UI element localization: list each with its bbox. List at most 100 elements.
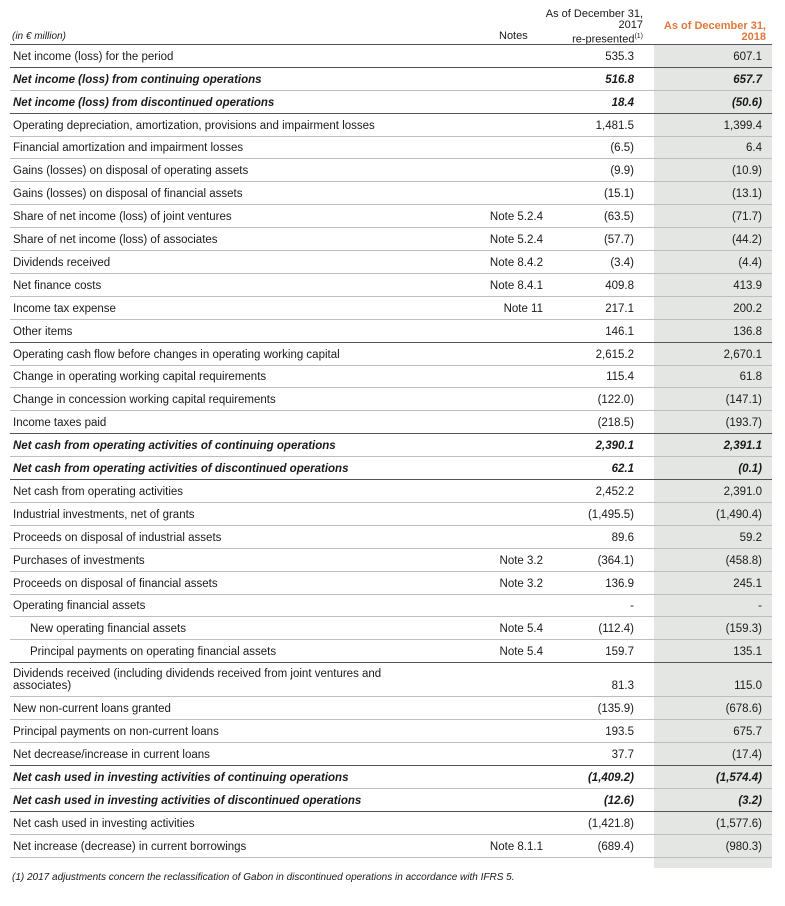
row-note: Note 3.2	[499, 577, 543, 590]
value-2018: 2,391.1	[723, 440, 762, 453]
table-row: Purchases of investments Note 3.2 (364.1) (…	[10, 549, 772, 572]
table-row: Net increase (decrease) in current borro…	[10, 835, 772, 858]
table-row: Net cash used in investing activities of…	[10, 789, 772, 812]
row-label: Net finance costs	[13, 279, 102, 292]
row-label: New non-current loans granted	[13, 703, 171, 716]
value-2018: 607.1	[733, 50, 762, 63]
column-2017-header-represented: re-presented	[572, 33, 635, 46]
row-label: Net cash from operating activities of co…	[13, 440, 336, 453]
table-row: Proceeds on disposal of industrial asset…	[10, 526, 772, 549]
table-row: Operating cash flow before changes in op…	[10, 343, 772, 366]
row-label: Operating cash flow before changes in op…	[13, 348, 340, 361]
value-2017: 2,390.1	[595, 440, 634, 453]
table-row: Operating depreciation, amortization, pr…	[10, 114, 772, 137]
header-rule	[10, 44, 772, 45]
value-2017: 535.3	[605, 50, 634, 63]
value-2018: 413.9	[733, 279, 762, 292]
unit-label: (in € million)	[12, 31, 66, 42]
table-row: Operating financial assets - -	[10, 595, 772, 618]
row-label: Net cash from operating activities of di…	[13, 463, 349, 476]
value-2018: 2,391.0	[723, 485, 762, 498]
value-2017: (218.5)	[597, 417, 634, 430]
table-row: Net income (loss) for the period 535.3 607…	[10, 45, 772, 68]
value-2017: -	[630, 600, 634, 613]
value-2017: 81.3	[611, 680, 634, 693]
value-2018: (1,577.6)	[715, 817, 762, 830]
column-2017-header-line1: As of December 31,	[545, 8, 643, 20]
row-label: Other items	[13, 325, 73, 338]
row-label: Share of net income (loss) of joint vent…	[13, 211, 232, 224]
value-2018: 1,399.4	[723, 119, 762, 132]
table-row: Gains (losses) on disposal of operating …	[10, 160, 772, 183]
table-row: Net income (loss) from continuing operat…	[10, 68, 772, 91]
value-2018: 675.7	[733, 726, 762, 739]
row-label: Net income (loss) from discontinued oper…	[13, 96, 275, 109]
value-2018: 200.2	[733, 302, 762, 315]
row-label: Dividends received (including dividends …	[13, 668, 382, 693]
row-label: Net cash used in investing activities	[13, 817, 195, 830]
value-2018: (458.8)	[725, 554, 762, 567]
table-row: Principal payments on non-current loans 1…	[10, 720, 772, 744]
value-2018: 115.0	[734, 680, 762, 693]
value-2017: 62.1	[611, 463, 634, 476]
value-2018: 657.7	[733, 73, 762, 86]
table-row: Industrial investments, net of grants (1,…	[10, 503, 772, 526]
value-2018: (50.6)	[731, 96, 762, 109]
table-row: Net cash used in investing activities (1,…	[10, 812, 772, 835]
notes-column-header: Notes	[499, 30, 528, 42]
value-2018: 2,670.1	[723, 348, 762, 361]
row-label: Share of net income (loss) of associates	[13, 234, 218, 247]
value-2018: (44.2)	[731, 234, 762, 247]
value-2017: (9.9)	[610, 165, 634, 178]
row-label: New operating financial assets	[30, 623, 186, 636]
table-row: Proceeds on disposal of financial assets…	[10, 572, 772, 595]
value-2018: 59.2	[739, 531, 762, 544]
table-row: Net income (loss) from discontinued oper…	[10, 91, 772, 114]
footnote-reference: (1)	[634, 33, 643, 40]
row-label: Net cash used in investing activities of…	[13, 771, 349, 784]
value-2017: 18.4	[611, 96, 634, 109]
row-label: Purchases of investments	[13, 554, 145, 567]
value-2017: 2,452.2	[595, 485, 634, 498]
value-2018: -	[758, 600, 762, 613]
value-2018: (3.2)	[738, 794, 762, 807]
row-note: Note 3.2	[499, 554, 543, 567]
value-2017: 146.1	[605, 325, 634, 338]
row-label: Income tax expense	[13, 302, 116, 315]
value-2018: (1,574.4)	[715, 771, 762, 784]
table-row: Financial amortization and impairment lo…	[10, 137, 772, 160]
value-2018: (159.3)	[725, 623, 762, 636]
value-2018: 6.4	[746, 142, 762, 155]
row-label: Net cash used in investing activities of…	[13, 794, 362, 807]
table-row: New non-current loans granted (135.9) (678…	[10, 697, 772, 721]
table-row: Principal payments on operating financia…	[10, 640, 772, 664]
value-2017: (12.6)	[603, 794, 634, 807]
value-2017: (1,409.2)	[587, 771, 634, 784]
table-row: Change in concession working capital req…	[10, 389, 772, 412]
value-2017: 409.8	[605, 279, 634, 292]
value-2017: (135.9)	[597, 703, 634, 716]
column-2018-shading	[654, 44, 772, 868]
row-label: Dividends received	[13, 256, 111, 269]
row-label: Net income (loss) from continuing operat…	[13, 73, 262, 86]
value-2017: (122.0)	[597, 394, 634, 407]
value-2018: (980.3)	[725, 840, 762, 853]
row-label: Gains (losses) on disposal of financial …	[13, 188, 243, 201]
value-2017: (689.4)	[597, 840, 634, 853]
row-label: Proceeds on disposal of financial assets	[13, 577, 218, 590]
value-2017: (57.7)	[603, 234, 634, 247]
row-label: Income taxes paid	[13, 417, 107, 430]
value-2018: (0.1)	[738, 463, 762, 476]
value-2017: (1,495.5)	[587, 508, 634, 521]
value-2017: (63.5)	[603, 211, 634, 224]
row-note: Note 5.2.4	[489, 234, 543, 247]
value-2018: (1,490.4)	[715, 508, 762, 521]
table-row: Income taxes paid (218.5) (193.7)	[10, 411, 772, 435]
table-row: Net cash used in investing activities of…	[10, 766, 772, 789]
row-label: Operating depreciation, amortization, pr…	[13, 119, 375, 132]
table-row: Income tax expense Note 11 217.1 200.2	[10, 297, 772, 320]
value-2018: 135.1	[733, 646, 762, 659]
row-label: Net increase (decrease) in current borro…	[13, 840, 247, 853]
value-2017: (15.1)	[603, 188, 634, 201]
